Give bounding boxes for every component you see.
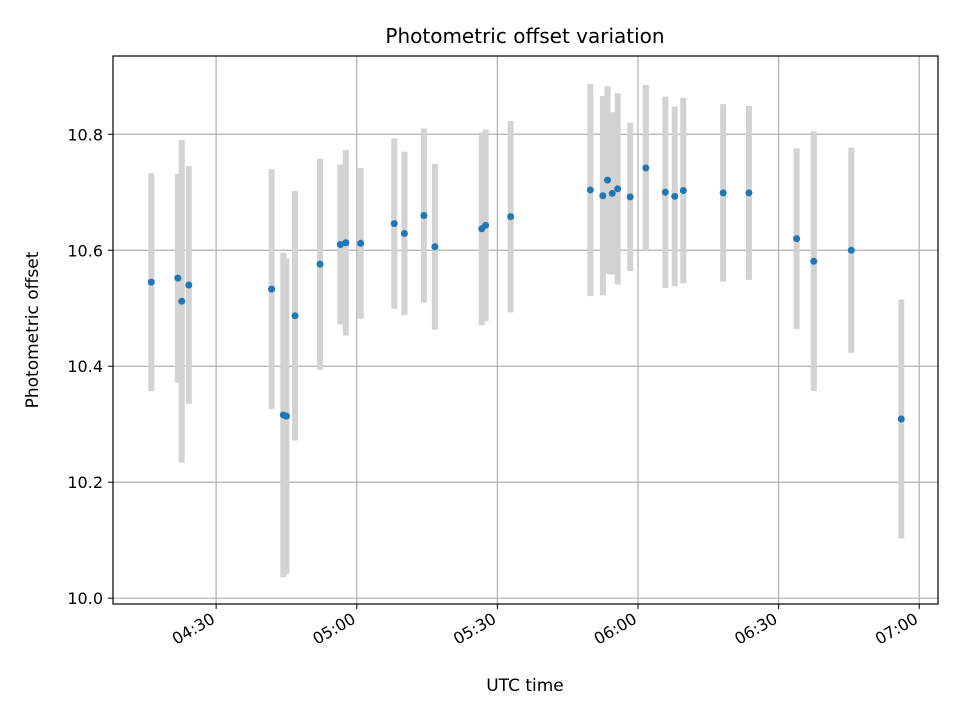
y-tick-label: 10.0 [67,589,103,608]
data-point [745,189,753,197]
y-axis-ticks: 10.0 10.2 10.4 10.6 10.8 [67,125,113,608]
data-point [642,164,650,172]
data-point [147,278,155,286]
data-point [282,412,290,420]
plot-frame [112,55,939,605]
data-point [185,281,193,289]
y-axis-label: Photometric offset [23,251,43,408]
data-point [719,189,727,197]
data-point [268,285,276,293]
x-axis-label: UTC time [486,676,564,696]
data-point [847,246,855,254]
data-point [291,312,299,320]
y-tick-label: 10.4 [67,357,103,376]
data-point [336,240,344,248]
data-point [357,239,365,247]
data-point [342,239,350,247]
data-point [626,193,634,201]
data-point [390,220,398,228]
data-point [178,297,186,305]
y-tick-label: 10.8 [67,125,103,144]
data-point [608,189,616,197]
data-point [679,187,687,195]
y-tick-label: 10.6 [67,241,103,260]
data-point [586,186,594,194]
data-point [431,243,439,251]
data-point [174,274,182,282]
data-point [482,221,490,229]
data-point [810,257,818,265]
data-point [507,213,515,221]
data-point [793,235,801,243]
chart-title: Photometric offset variation [385,24,664,48]
data-point [671,192,679,200]
grid-lines [113,56,938,604]
data-point [661,188,669,196]
data-point [400,229,408,237]
data-point [599,192,607,200]
data-point [614,185,622,193]
y-tick-label: 10.2 [67,473,103,492]
data-points [147,164,905,423]
data-point [604,176,612,184]
data-point [897,415,905,423]
data-point [316,260,324,268]
data-point [420,211,428,219]
